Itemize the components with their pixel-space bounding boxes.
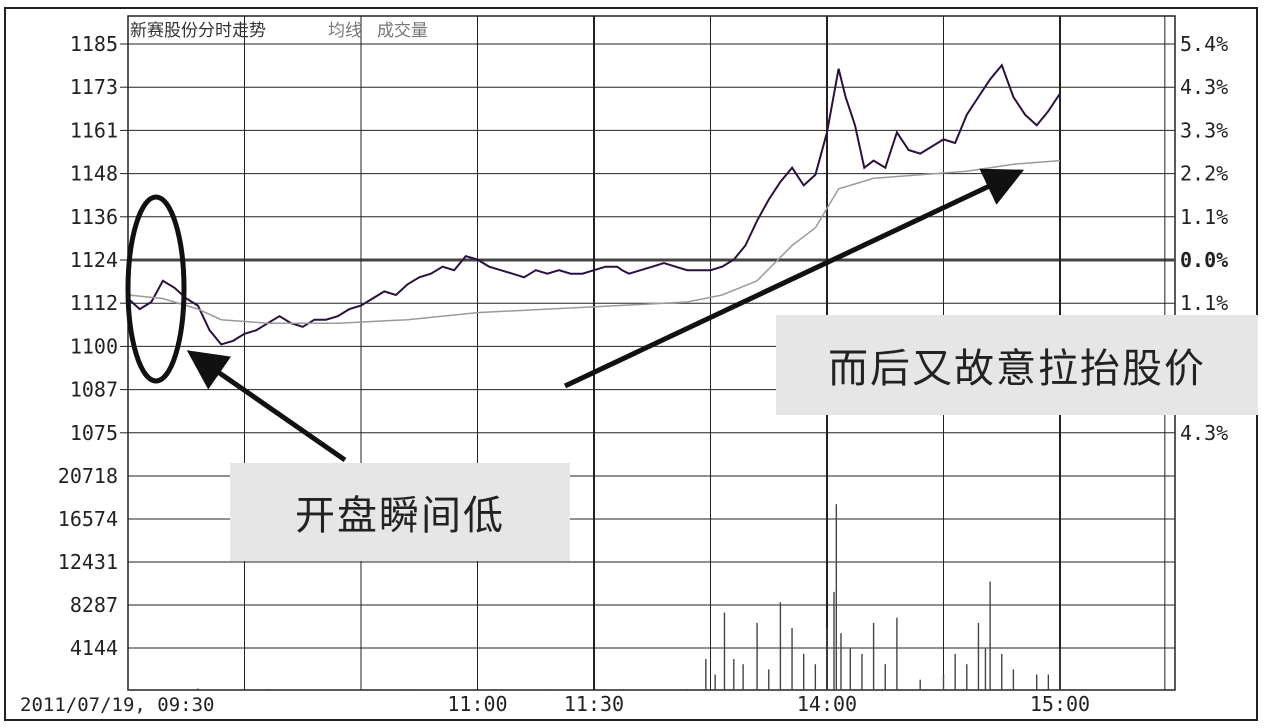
percent-tick-label: 4.3%	[1180, 421, 1228, 445]
percent-tick-label: 2.2%	[1180, 162, 1228, 186]
highlight-ellipse	[125, 194, 187, 384]
axis-labels: 1185 5.4% 1173 4.3% 1161 3.3% 1148 2.2% 1136 1.1%…	[58, 32, 1228, 716]
percent-tick-label: 5.4%	[1180, 32, 1228, 56]
price-tick-label: 1185	[70, 32, 118, 56]
price-tick-label: 1112	[70, 291, 118, 315]
price-tick-label: 1173	[70, 75, 118, 99]
annotation-overlay	[125, 168, 1025, 463]
price-tick-label: 1161	[70, 118, 118, 142]
x-tick-label: 14:00	[797, 692, 857, 716]
price-tick-label: 1124	[70, 248, 118, 272]
price-tick-label: 1087	[70, 378, 118, 402]
date-label: 2011/07/19, 09:30	[20, 694, 214, 716]
x-tick-label: 11:00	[447, 692, 507, 716]
volume-bars	[127, 504, 1061, 690]
x-tick-label: 11:30	[564, 692, 624, 716]
annotation-open-low: 开盘瞬间低	[230, 463, 570, 561]
volume-tick-label: 4144	[70, 636, 118, 660]
price-tick-label: 1075	[70, 421, 118, 445]
x-tick-label: 15:00	[1030, 692, 1090, 716]
percent-tick-label: 3.3%	[1180, 118, 1228, 142]
volume-tick-label: 20718	[58, 464, 118, 488]
percent-tick-label: 1.1%	[1180, 291, 1228, 315]
legend-volume: 成交量	[377, 21, 428, 41]
legend-avg: 均线	[328, 21, 362, 41]
percent-tick-label: 4.3%	[1180, 75, 1228, 99]
chart-title: 新赛股份分时走势	[130, 20, 266, 41]
volume-tick-label: 12431	[58, 550, 118, 574]
avg-price-line	[127, 159, 1061, 324]
percent-tick-label: 0.0%	[1180, 248, 1228, 272]
price-tick-label: 1148	[70, 162, 118, 186]
volume-tick-label: 16574	[58, 507, 118, 531]
price-tick-label: 1100	[70, 334, 118, 358]
price-line	[127, 63, 1061, 346]
annotation-rise: 而后又故意拉抬股价	[776, 315, 1258, 415]
arrow-open-low	[186, 350, 347, 463]
price-lines	[127, 63, 1061, 346]
percent-tick-label: 1.1%	[1180, 205, 1228, 229]
price-tick-label: 1136	[70, 205, 118, 229]
volume-tick-label: 8287	[70, 593, 118, 617]
arrow-rise	[563, 168, 1025, 389]
